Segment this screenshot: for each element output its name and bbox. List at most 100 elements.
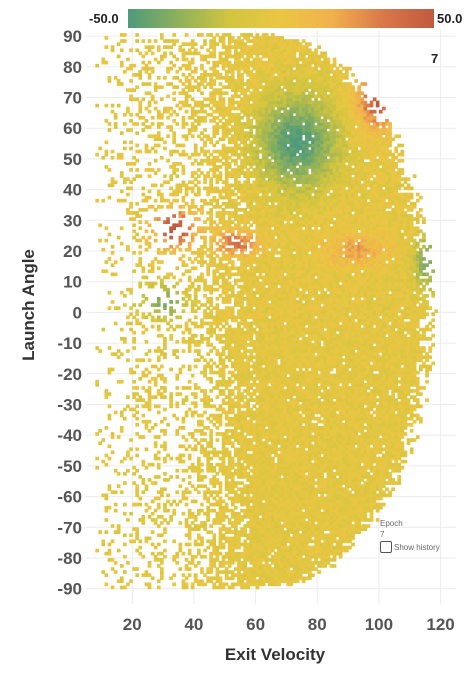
heatmap-cell bbox=[187, 241, 192, 246]
heatmap-cell bbox=[240, 195, 244, 200]
heatmap-cell bbox=[212, 561, 217, 565]
heatmap-cell bbox=[218, 217, 223, 221]
heatmap-cell bbox=[135, 422, 139, 427]
heatmap-cell bbox=[150, 318, 155, 323]
heatmap-cell bbox=[156, 515, 161, 519]
heatmap-cell bbox=[209, 189, 213, 194]
heatmap-cell bbox=[224, 51, 229, 56]
heatmap-cell bbox=[181, 459, 186, 464]
heatmap-cell bbox=[227, 251, 232, 255]
heatmap-cell bbox=[132, 223, 136, 228]
heatmap-cell bbox=[172, 508, 176, 513]
heatmap-cell bbox=[190, 413, 195, 418]
heatmap-cell bbox=[215, 545, 220, 550]
heatmap-cell bbox=[243, 441, 247, 445]
heatmap-cell bbox=[126, 349, 130, 353]
heatmap-cell bbox=[255, 208, 260, 212]
heatmap-cell bbox=[178, 162, 183, 166]
heatmap-cell bbox=[138, 115, 143, 120]
heatmap-cell bbox=[160, 386, 164, 390]
heatmap-cell bbox=[212, 422, 217, 427]
heatmap-cell bbox=[234, 539, 238, 544]
heatmap-cell bbox=[249, 337, 254, 341]
heatmap-cell bbox=[218, 527, 223, 531]
heatmap-cell bbox=[234, 404, 238, 409]
heatmap-cell bbox=[227, 312, 232, 317]
heatmap-cell bbox=[215, 177, 220, 181]
heatmap-cell bbox=[181, 54, 186, 59]
heatmap-cell bbox=[221, 585, 226, 590]
heatmap-cell bbox=[252, 214, 257, 218]
heatmap-cell bbox=[255, 321, 260, 326]
heatmap-cell bbox=[212, 251, 217, 255]
heatmap-cell bbox=[218, 511, 223, 516]
heatmap-cell bbox=[203, 309, 207, 313]
heatmap-cell bbox=[156, 558, 161, 562]
heatmap-cell bbox=[200, 502, 204, 507]
heatmap-cell bbox=[138, 284, 143, 289]
heatmap-cell bbox=[197, 152, 201, 157]
heatmap-cell bbox=[135, 112, 139, 117]
heatmap-cell bbox=[129, 201, 133, 206]
heatmap-cell bbox=[246, 36, 250, 40]
heatmap-cell bbox=[203, 426, 207, 430]
heatmap-cell bbox=[150, 462, 155, 467]
heatmap-cell bbox=[212, 165, 217, 169]
heatmap-cell bbox=[230, 490, 235, 495]
heatmap-cell bbox=[252, 103, 257, 108]
heatmap-cell bbox=[221, 134, 226, 139]
heatmap-cell bbox=[209, 309, 213, 313]
heatmap-cell bbox=[206, 404, 210, 409]
heatmap-cell bbox=[221, 33, 226, 37]
heatmap-cell bbox=[227, 195, 232, 200]
heatmap-cell bbox=[249, 73, 254, 77]
heatmap-cell bbox=[218, 419, 223, 424]
heatmap-cell bbox=[255, 573, 260, 577]
heatmap-cell bbox=[224, 226, 229, 231]
heatmap-cell bbox=[129, 162, 133, 166]
heatmap-cell bbox=[212, 143, 217, 148]
heatmap-cell bbox=[197, 247, 201, 252]
heatmap-cell bbox=[243, 158, 247, 163]
heatmap-cell bbox=[178, 426, 183, 430]
heatmap-cell bbox=[160, 570, 164, 574]
heatmap-cell bbox=[246, 312, 250, 317]
heatmap-cell bbox=[240, 462, 244, 467]
heatmap-cell bbox=[243, 195, 247, 200]
heatmap-cell bbox=[169, 251, 173, 255]
heatmap-cell bbox=[184, 76, 189, 80]
heatmap-cell bbox=[237, 392, 241, 396]
heatmap-cell bbox=[153, 106, 158, 111]
heatmap-cell bbox=[206, 465, 210, 470]
heatmap-cell bbox=[126, 395, 130, 399]
heatmap-cell bbox=[221, 318, 226, 323]
heatmap-cell bbox=[252, 57, 257, 62]
heatmap-cell bbox=[175, 432, 180, 436]
heatmap-cell bbox=[243, 149, 247, 154]
heatmap-cell bbox=[240, 183, 244, 188]
heatmap-cell bbox=[252, 478, 257, 482]
heatmap-cell bbox=[240, 158, 244, 163]
heatmap-cell bbox=[221, 152, 226, 157]
heatmap-cell bbox=[243, 45, 247, 49]
heatmap-cell bbox=[255, 315, 260, 320]
heatmap-cell bbox=[230, 168, 235, 172]
heatmap-cell bbox=[252, 389, 257, 393]
heatmap-cell bbox=[107, 183, 112, 188]
heatmap-cell bbox=[160, 112, 164, 117]
heatmap-cell bbox=[224, 60, 229, 65]
heatmap-cell bbox=[221, 60, 226, 65]
heatmap-cell bbox=[243, 269, 247, 274]
heatmap-cell bbox=[221, 57, 226, 62]
heatmap-cell bbox=[237, 128, 241, 132]
heatmap-cell bbox=[141, 208, 146, 212]
heatmap-cell bbox=[153, 318, 158, 323]
heatmap-cell bbox=[119, 82, 124, 86]
heatmap-cell bbox=[246, 410, 250, 415]
heatmap-cell bbox=[193, 438, 198, 442]
heatmap-cell bbox=[163, 478, 167, 482]
heatmap-cell bbox=[135, 567, 139, 571]
heatmap-cell bbox=[246, 407, 250, 412]
heatmap-cell bbox=[227, 82, 232, 86]
heatmap-cell bbox=[237, 155, 241, 160]
